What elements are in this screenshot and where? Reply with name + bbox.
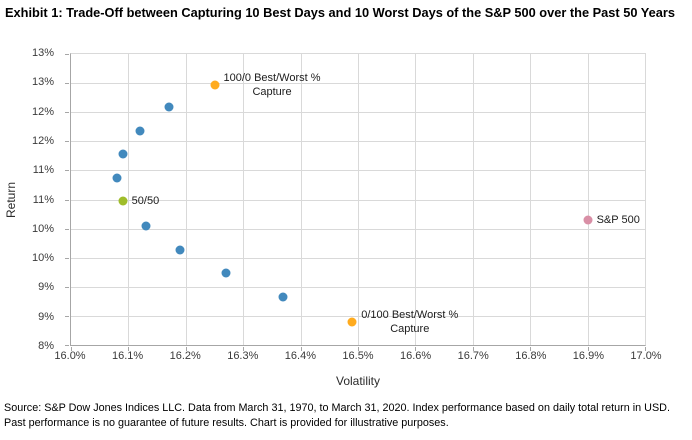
x-axis-tick-mark — [300, 347, 302, 351]
data-point — [583, 215, 593, 225]
gridline-horizontal — [71, 286, 645, 288]
y-axis-tick-mark — [65, 286, 69, 288]
x-axis-tick-mark — [128, 347, 130, 351]
x-tick-label: 16.1% — [111, 350, 144, 362]
y-tick-label: 11% — [32, 164, 54, 177]
point-label: 50/50 — [131, 195, 160, 208]
y-tick-label: 13% — [31, 76, 54, 89]
y-tick-label: 12% — [31, 105, 54, 118]
y-axis-tick-mark — [65, 170, 69, 172]
data-point — [221, 268, 231, 278]
y-tick-label: 11% — [32, 193, 54, 206]
y-axis-tick-mark — [65, 54, 69, 55]
x-tick-label: 16.9% — [572, 350, 604, 362]
y-tick-label: 10% — [31, 252, 54, 265]
x-tick-label: 16.2% — [169, 350, 201, 362]
y-axis-tick-mark — [65, 228, 69, 230]
point-label: 0/100 Best/Worst % Capture — [361, 308, 459, 335]
gridline-horizontal — [71, 257, 645, 259]
gridline-horizontal — [71, 83, 645, 85]
x-axis-tick-mark — [415, 347, 417, 351]
x-tick-label: 16.4% — [284, 350, 316, 362]
data-point — [347, 317, 357, 327]
data-point — [141, 221, 151, 231]
chart-title: Exhibit 1: Trade-Off between Capturing 1… — [5, 5, 675, 20]
y-axis-tick-mark — [65, 315, 69, 317]
y-tick-label: 8% — [38, 340, 54, 352]
data-point — [118, 196, 128, 206]
data-point — [118, 149, 128, 159]
y-axis-tick-labels: 13% 13% 12% 12% 11% 11% 10% 10% 9% 9% 8% — [0, 47, 63, 352]
data-point — [175, 245, 185, 255]
x-tick-label: 16.5% — [342, 350, 374, 362]
x-axis-tick-mark — [358, 347, 359, 351]
data-point — [210, 80, 219, 90]
y-axis-tick-mark — [65, 199, 69, 201]
gridline-horizontal — [71, 315, 645, 317]
x-axis-tick-mark — [587, 347, 589, 351]
x-axis-tick-labels: 16.0% 16.1% 16.2% 16.3% 16.4% 16.5% 16.6% 16.7%… — [54, 350, 661, 364]
y-tick-label: 12% — [31, 134, 54, 147]
y-tick-label: 9% — [38, 310, 54, 323]
gridline-horizontal — [71, 112, 645, 114]
x-tick-label: 16.3% — [227, 350, 259, 362]
data-point — [164, 102, 174, 112]
y-axis-tick-mark — [65, 257, 69, 259]
x-tick-label: 16.8% — [515, 350, 547, 362]
plot-area: 100/0 Best/Worst % Capture 50/50 0/100 Best… — [65, 53, 646, 351]
gridline-horizontal — [71, 199, 645, 201]
x-axis-tick-mark — [645, 347, 646, 351]
x-axis-tick-mark — [472, 347, 474, 351]
gridline-horizontal — [71, 170, 645, 172]
x-axis-title: Volatility — [335, 374, 381, 388]
y-axis-tick-mark — [65, 83, 69, 85]
gridline-horizontal — [71, 228, 645, 230]
source-note: Source: S&P Dow Jones Indices LLC. Data … — [4, 402, 670, 429]
point-label: 100/0 Best/Worst % Capture — [223, 72, 321, 99]
x-tick-label: 16.7% — [457, 350, 489, 362]
data-point — [135, 126, 145, 136]
x-tick-label: 16.0% — [54, 350, 86, 362]
y-tick-label: 9% — [38, 281, 54, 294]
data-point — [112, 173, 122, 183]
y-axis-tick-mark — [65, 345, 69, 346]
x-axis-tick-mark — [530, 347, 532, 351]
gridline-horizontal — [71, 141, 645, 143]
y-tick-label: 10% — [31, 222, 54, 235]
x-tick-label: 16.6% — [399, 350, 432, 362]
x-axis-tick-mark — [185, 347, 187, 351]
x-tick-label: 17.0% — [630, 350, 662, 362]
x-axis-tick-mark — [243, 347, 245, 351]
data-point — [278, 292, 288, 302]
y-axis-tick-mark — [65, 112, 69, 114]
point-label: S&P 500 — [596, 214, 640, 227]
y-axis-tick-mark — [65, 141, 69, 143]
x-axis-tick-mark — [71, 347, 72, 351]
y-tick-label: 13% — [31, 47, 54, 59]
